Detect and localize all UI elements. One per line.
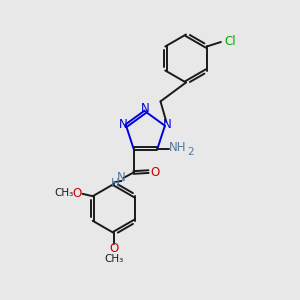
Text: N: N (117, 171, 126, 184)
Text: Cl: Cl (224, 35, 236, 48)
Text: 2: 2 (187, 146, 194, 157)
Text: NH: NH (169, 140, 186, 154)
Text: CH₃: CH₃ (104, 254, 124, 265)
Text: CH₃: CH₃ (55, 188, 74, 198)
Text: N: N (141, 101, 150, 115)
Text: H: H (111, 177, 120, 190)
Text: N: N (163, 118, 172, 131)
Text: O: O (151, 166, 160, 179)
Text: O: O (73, 187, 82, 200)
Text: N: N (119, 118, 128, 131)
Text: O: O (110, 242, 118, 255)
